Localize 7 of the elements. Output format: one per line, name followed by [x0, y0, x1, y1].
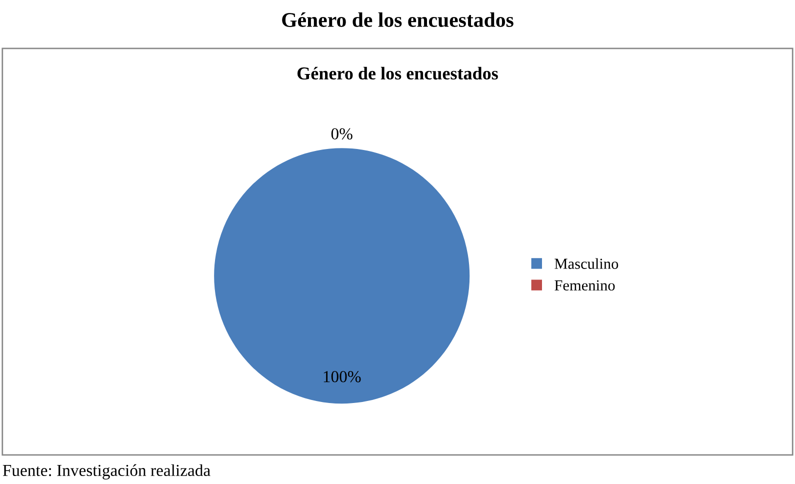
data-label: 100%	[324, 371, 361, 382]
legend-label: Masculino	[554, 258, 618, 269]
legend-label: Femenino	[554, 280, 615, 291]
chart-title: Género de los encuestados	[282, 12, 514, 28]
text: 0%	[331, 128, 352, 140]
chart-subtitle: Género de los encuestados	[297, 66, 498, 80]
source-note: Fuente: Investigación realizada	[2, 464, 210, 480]
